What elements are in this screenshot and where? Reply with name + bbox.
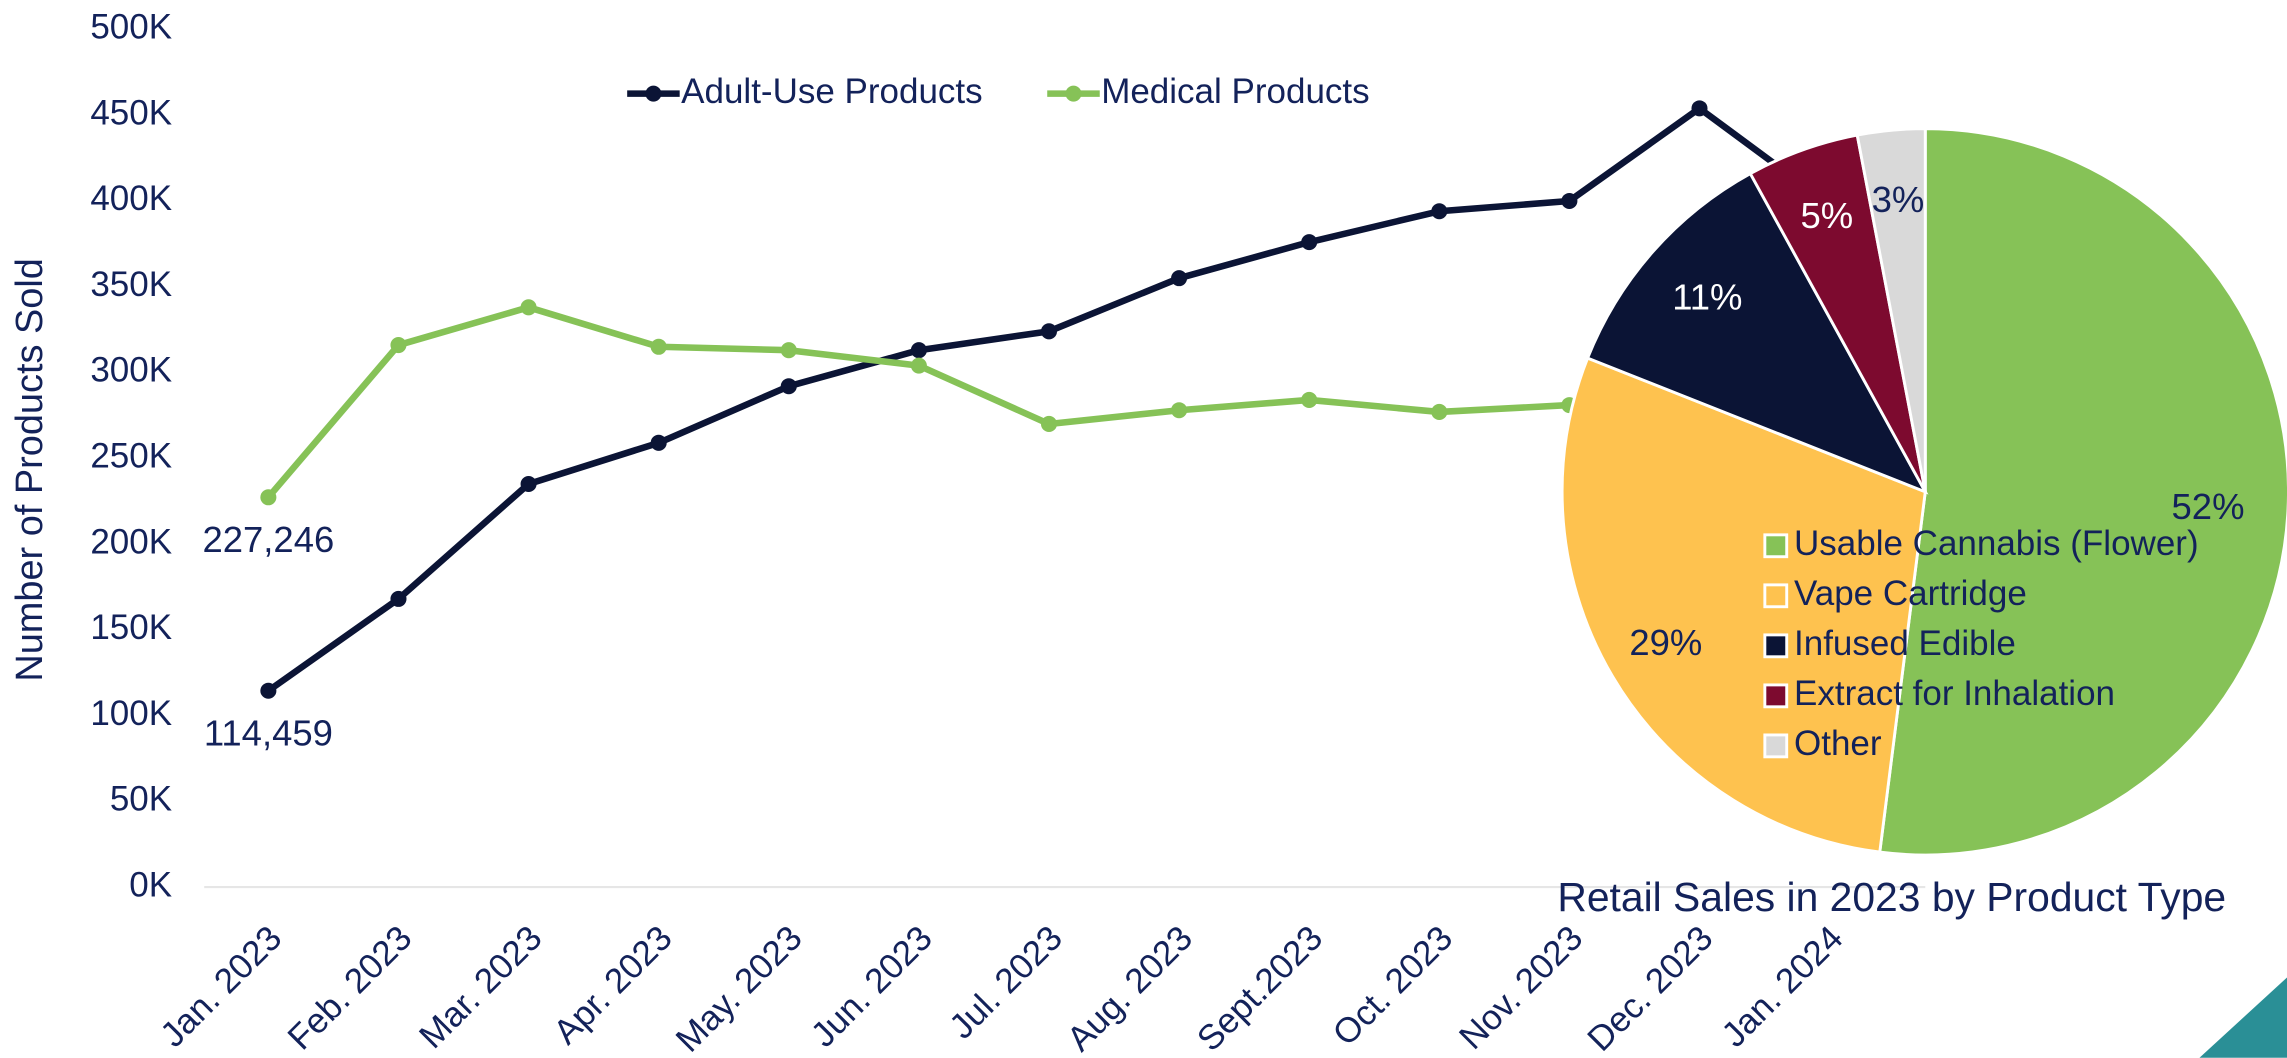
x-tick-label: May. 2023 (668, 918, 809, 1058)
y-tick-label: 100K (90, 694, 172, 733)
pie-slice (1560, 356, 1927, 854)
y-tick-label: 500K (90, 8, 172, 47)
data-point (1040, 323, 1058, 340)
data-point (1171, 402, 1188, 419)
corner-decoration (2199, 977, 2287, 1058)
legend-swatch (1763, 533, 1789, 559)
legend-swatch (1763, 683, 1789, 709)
x-tick-label: Nov. 2023 (1452, 918, 1591, 1057)
slice-label: 3% (1872, 179, 1925, 220)
data-point (650, 338, 667, 355)
data-point (910, 342, 927, 359)
y-tick-label: 200K (90, 522, 172, 561)
legend-label: Infused Edible (1794, 624, 2016, 663)
y-tick-label: 0K (129, 865, 172, 904)
x-tick-label: Feb. 2023 (280, 918, 419, 1057)
x-tick-label: Aug. 2023 (1060, 918, 1200, 1058)
data-point (1691, 100, 1708, 117)
data-point (1561, 192, 1578, 209)
slice-label: 52% (2172, 486, 2245, 527)
data-point (1040, 415, 1058, 432)
data-point (520, 475, 537, 493)
y-tick-label: 300K (90, 351, 172, 390)
y-tick-label: 250K (90, 437, 172, 476)
data-label: 227,246 (202, 519, 334, 560)
data-point (260, 489, 277, 506)
data-point (1171, 270, 1188, 287)
pie-slice (1878, 127, 2287, 857)
data-point (260, 682, 277, 699)
legend-swatch (1763, 583, 1789, 609)
y-tick-label: 50K (110, 780, 172, 819)
legend-label: Usable Cannabis (Flower) (1794, 524, 2199, 563)
x-tick-label: Apr. 2023 (546, 918, 680, 1052)
data-point (1301, 234, 1318, 251)
data-point (390, 337, 407, 354)
legend-swatch (1763, 733, 1789, 759)
x-tick-label: Sept.2023 (1190, 918, 1330, 1058)
pie-slice (1855, 127, 1927, 493)
legend-marker (645, 85, 662, 102)
slice-label: 29% (1629, 622, 1702, 663)
data-point (780, 342, 797, 359)
legend-label: Extract for Inhalation (1794, 674, 2115, 713)
pie (1560, 127, 2287, 857)
legend-label: Vape Cartridge (1794, 574, 2027, 613)
legend-marker (1065, 85, 1082, 102)
x-tick-label: Jul. 2023 (942, 918, 1070, 1046)
data-point (910, 357, 927, 374)
data-point (1431, 203, 1448, 220)
x-tick-label: Jan. 2024 (1714, 918, 1850, 1054)
data-point (1301, 391, 1318, 408)
pie-slice (1585, 171, 1929, 495)
data-point (1431, 403, 1448, 420)
y-axis-title: Number of Products Sold (9, 258, 51, 681)
x-tick-label: Jun. 2023 (804, 918, 940, 1054)
y-tick-label: 450K (90, 93, 172, 132)
x-tick-label: Oct. 2023 (1325, 918, 1460, 1053)
data-point (390, 590, 407, 607)
pie-title: Retail Sales in 2023 by Product Type (1557, 874, 2226, 920)
slice-label: 11% (1672, 276, 1742, 317)
x-tick-label: Mar. 2023 (412, 918, 550, 1056)
y-tick-label: 150K (90, 608, 172, 647)
data-point (520, 299, 537, 316)
legend-label: Medical Products (1101, 72, 1369, 111)
data-label: 114,459 (204, 713, 333, 754)
x-tick-label: Dec. 2023 (1580, 918, 1720, 1058)
legend-label: Adult-Use Products (681, 72, 983, 111)
y-tick-label: 400K (90, 179, 172, 218)
legend-swatch (1763, 633, 1789, 659)
x-tick-label: Jan. 2023 (153, 918, 289, 1054)
data-point (650, 434, 667, 451)
slice-label: 5% (1801, 195, 1854, 236)
data-point (780, 378, 797, 395)
legend-label: Other (1794, 724, 1882, 763)
y-tick-label: 350K (90, 265, 172, 304)
